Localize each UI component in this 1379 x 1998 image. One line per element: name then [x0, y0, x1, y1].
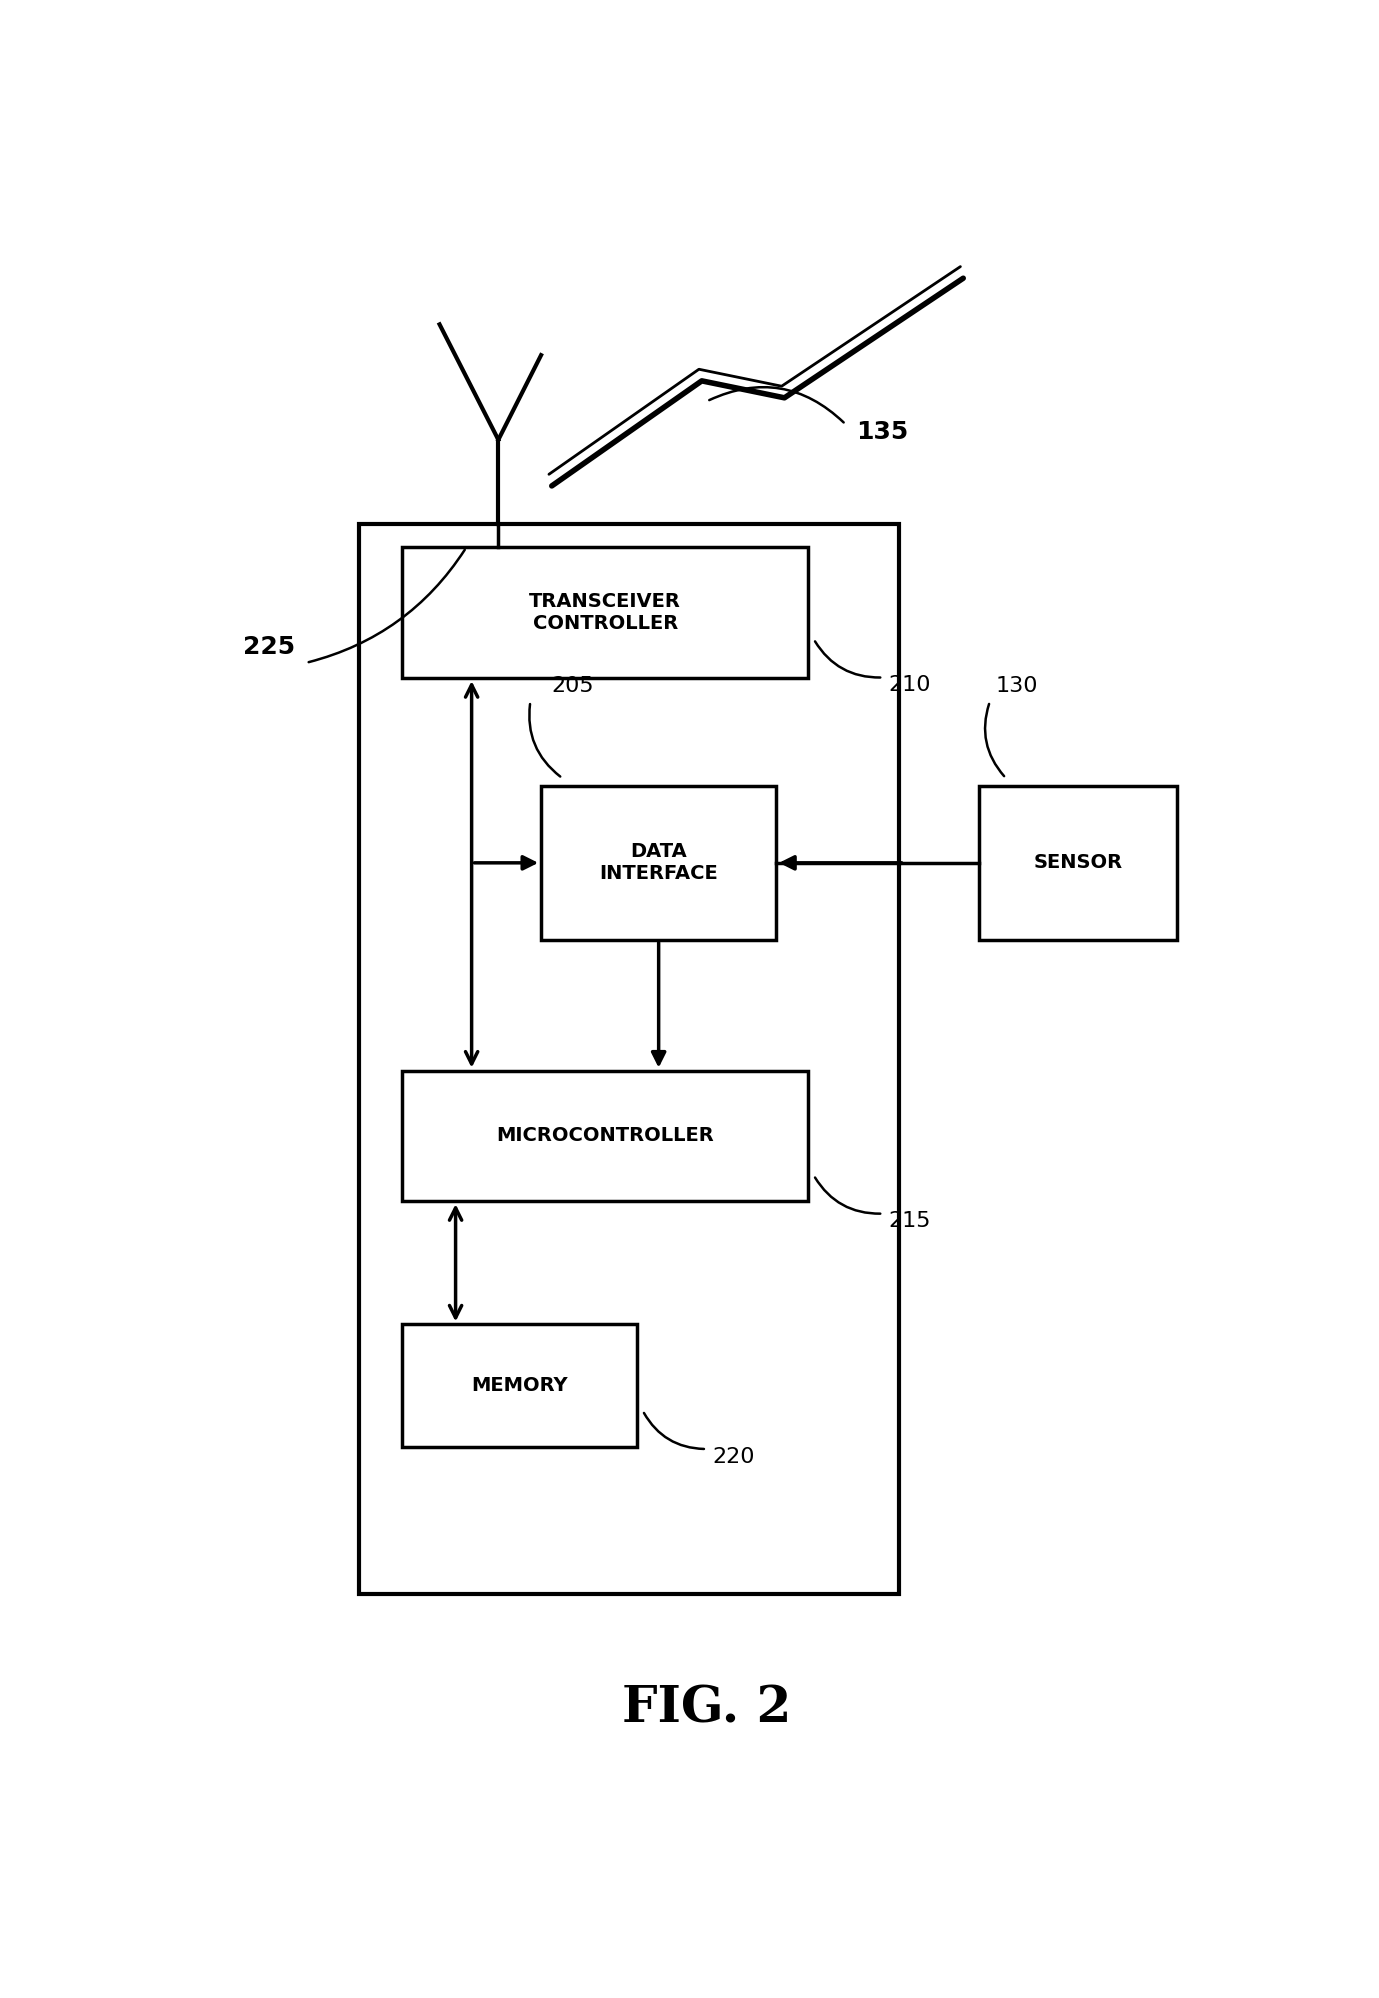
Text: 205: 205	[552, 675, 594, 695]
Text: MICROCONTROLLER: MICROCONTROLLER	[496, 1127, 714, 1145]
Text: TRANSCEIVER
CONTROLLER: TRANSCEIVER CONTROLLER	[530, 591, 681, 633]
Text: 220: 220	[712, 1447, 754, 1467]
Bar	[403, 1071, 808, 1201]
Bar	[403, 547, 808, 677]
Text: FIG. 2: FIG. 2	[622, 1684, 792, 1734]
Bar	[360, 523, 899, 1594]
Text: 130: 130	[996, 675, 1038, 695]
Text: 225: 225	[243, 635, 295, 659]
Bar	[403, 1325, 637, 1447]
Text: SENSOR: SENSOR	[1033, 853, 1123, 873]
Text: MEMORY: MEMORY	[472, 1377, 568, 1395]
Bar	[541, 785, 776, 939]
Bar	[979, 785, 1178, 939]
Text: 210: 210	[888, 675, 931, 695]
Text: DATA
INTERFACE: DATA INTERFACE	[600, 843, 718, 883]
Text: 135: 135	[856, 420, 909, 444]
Text: 215: 215	[888, 1211, 931, 1231]
